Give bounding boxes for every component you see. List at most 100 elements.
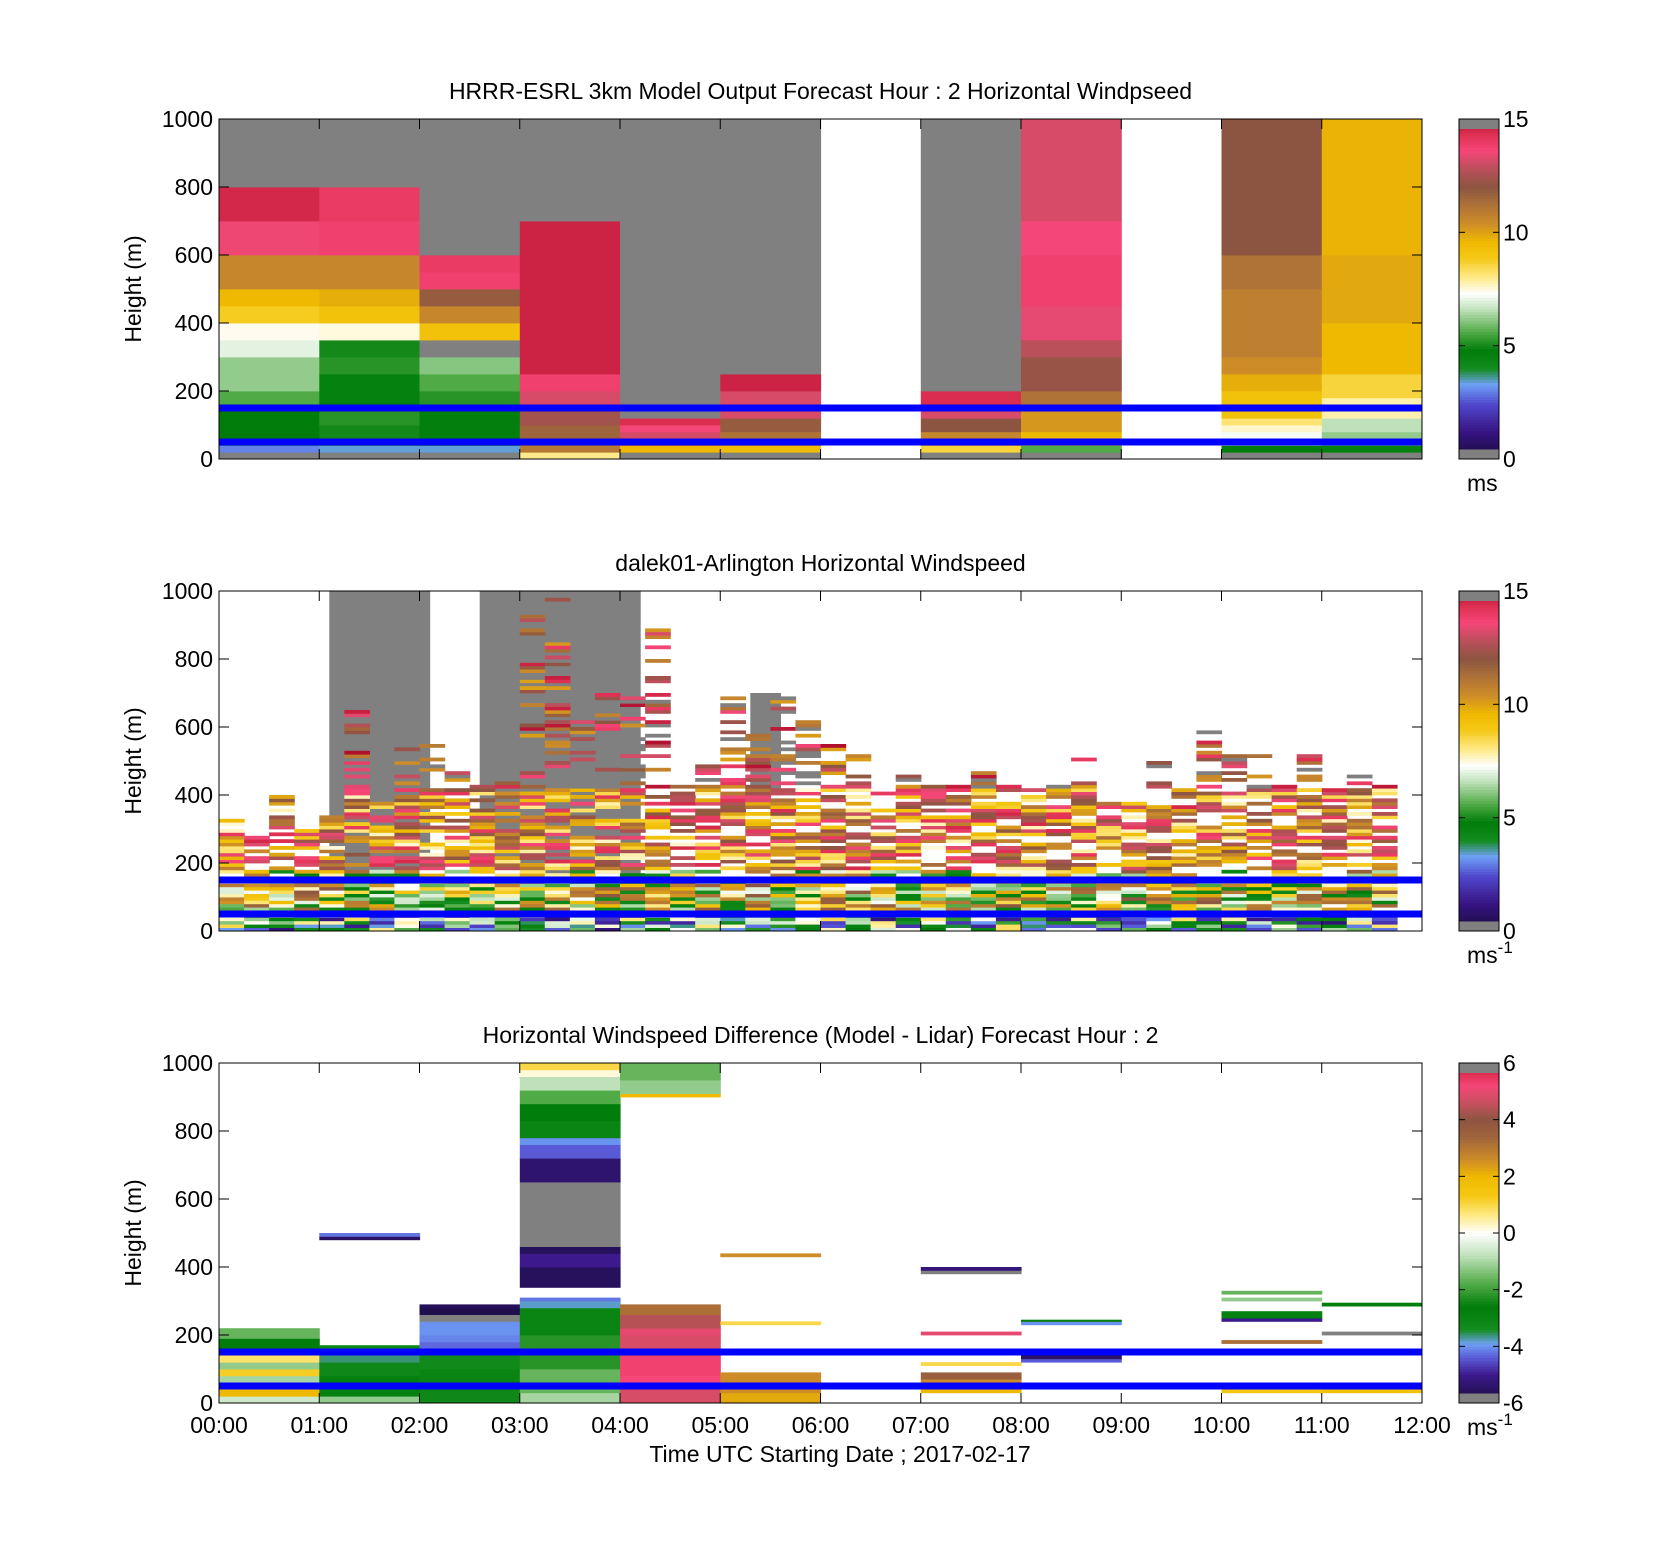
heatmap-cell [1046, 791, 1072, 796]
heatmap-cell [1371, 805, 1398, 809]
heatmap-cell [1121, 801, 1147, 806]
heatmap-cell [1071, 832, 1097, 837]
heatmap-cell [1346, 791, 1373, 796]
colorbar-segment [1459, 877, 1499, 881]
heatmap-cell [1371, 856, 1398, 860]
colorbar-segment [1459, 235, 1499, 239]
heatmap-cell [1221, 1290, 1323, 1295]
heatmap-cell [745, 917, 771, 922]
heatmap-cell [444, 801, 471, 806]
heatmap-cell [945, 883, 972, 888]
heatmap-cell [620, 846, 646, 850]
heatmap-cell [519, 1182, 621, 1247]
heatmap-cell [670, 822, 696, 826]
heatmap-cell [1021, 920, 1047, 925]
heatmap-cell [620, 852, 646, 857]
heatmap-cell [670, 900, 696, 905]
heatmap-cell [770, 883, 797, 888]
heatmap-cell [344, 723, 370, 728]
colorbar-segment [1459, 800, 1499, 804]
colorbar-segment [1459, 272, 1499, 276]
heatmap-cell [1321, 839, 1348, 843]
heatmap-cell [820, 788, 847, 792]
colorbar-segment [1459, 848, 1499, 853]
heatmap-cell [244, 849, 270, 854]
heatmap-cell [1371, 801, 1398, 806]
heatmap-cell [845, 842, 872, 847]
heatmap-cell [1121, 917, 1147, 922]
heatmap-cell [745, 815, 771, 820]
heatmap-cell [1196, 754, 1223, 758]
heatmap-cell [1271, 886, 1298, 891]
heatmap-cell [895, 866, 922, 871]
heatmap-cell [569, 924, 596, 928]
heatmap-cell [394, 917, 421, 922]
colorbar-segment [1459, 249, 1499, 253]
colorbar-segment [1459, 894, 1499, 898]
heatmap-cell [269, 815, 295, 820]
heatmap-cell [444, 883, 471, 888]
heatmap-cell [770, 822, 797, 826]
y-axis-label: Height (m) [120, 707, 146, 814]
heatmap-cell [469, 920, 496, 925]
heatmap-cell [1021, 893, 1047, 898]
heatmap-cell [645, 897, 671, 901]
colorbar-segment [1459, 1388, 1499, 1393]
colorbar-segment [1459, 1303, 1499, 1308]
heatmap-cell [1321, 822, 1348, 826]
heatmap-cell [970, 873, 997, 877]
heatmap-cell [569, 859, 596, 864]
heatmap-cell [870, 927, 897, 931]
heatmap-cell [544, 917, 571, 922]
heatmap-cell [519, 920, 546, 925]
heatmap-cell [544, 808, 571, 813]
colorbar-segment [1459, 1360, 1499, 1364]
heatmap-cell [219, 306, 320, 324]
heatmap-cell [645, 740, 671, 745]
heatmap-cell [1221, 255, 1323, 290]
colorbar-segment [1459, 871, 1499, 875]
heatmap-cell [720, 812, 746, 816]
heatmap-cell [620, 903, 646, 908]
heatmap-cell [519, 900, 546, 905]
heatmap-cell [469, 822, 496, 826]
heatmap-cell [670, 801, 696, 806]
heatmap-cell [895, 927, 922, 931]
heatmap-cell [244, 869, 270, 874]
heatmap-cell [1296, 917, 1323, 922]
heatmap-cell [294, 890, 320, 894]
heatmap-cell [645, 645, 671, 650]
heatmap-cell [770, 917, 797, 922]
heatmap-cell [519, 761, 546, 765]
heatmap-cell [344, 788, 370, 792]
heatmap-cell [695, 893, 721, 898]
heatmap-cell [795, 920, 822, 925]
colorbar-segment [1459, 1139, 1499, 1143]
heatmap-cell [895, 812, 922, 816]
heatmap-cell [1371, 852, 1398, 857]
heatmap-cell [870, 924, 897, 928]
heatmap-cell [394, 873, 421, 877]
heatmap-cell [745, 747, 771, 752]
heatmap-cell [394, 839, 421, 843]
heatmap-cell [369, 846, 396, 850]
heatmap-cell [820, 839, 847, 843]
colorbar-segment [1459, 1306, 1499, 1310]
heatmap-cell [219, 842, 245, 847]
heatmap-cell [620, 1328, 721, 1336]
heatmap-cell [645, 795, 671, 799]
heatmap-cell [269, 893, 295, 898]
heatmap-cell [1221, 829, 1248, 833]
heatmap-cell [1196, 859, 1223, 864]
heatmap-cell [870, 900, 897, 905]
heatmap-cell [620, 856, 646, 860]
heatmap-cell [1371, 897, 1398, 901]
heatmap-cell [1071, 886, 1097, 891]
colorbar-segment [1459, 178, 1499, 182]
heatmap-cell [519, 662, 546, 667]
heatmap-cell [845, 917, 872, 922]
heatmap-cell [319, 897, 345, 901]
heatmap-cell [1021, 815, 1047, 820]
heatmap-cell [519, 1301, 621, 1309]
heatmap-cell [269, 852, 295, 857]
